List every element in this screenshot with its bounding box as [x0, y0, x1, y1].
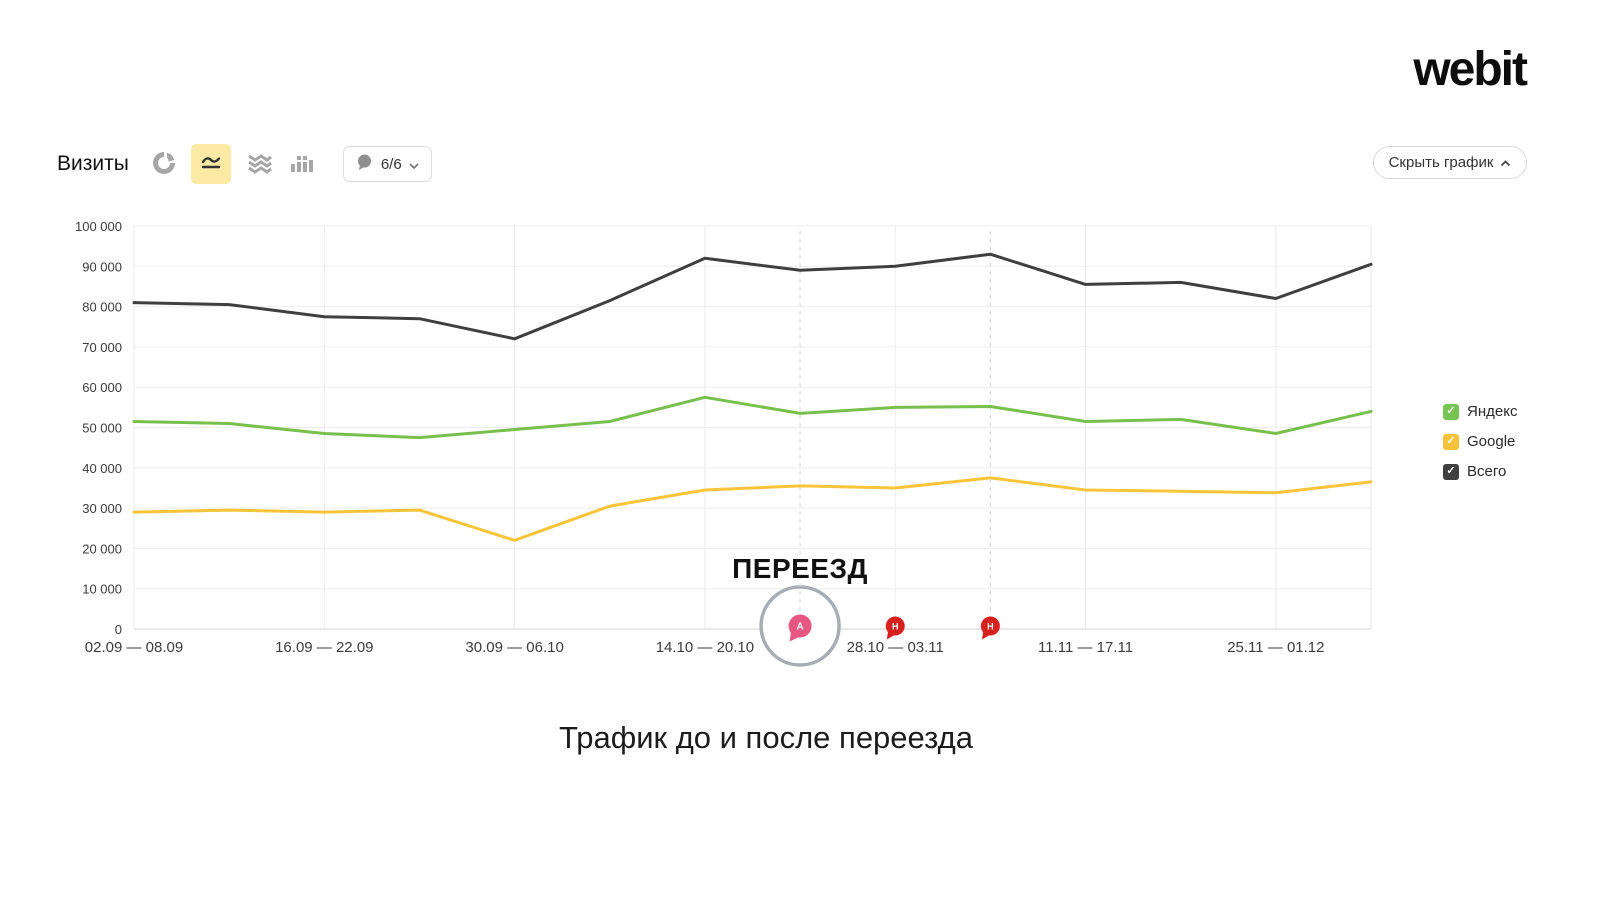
- pie-chart-type-button[interactable]: [152, 151, 175, 177]
- chart-toolbar: Визиты: [57, 144, 432, 184]
- column-chart-icon: [289, 152, 313, 177]
- annotation-marker-h-letter: Н: [987, 622, 994, 632]
- x-axis-label: 30.09 — 06.10: [465, 639, 563, 656]
- legend-label: Всего: [1467, 463, 1507, 480]
- x-axis-label: 14.10 — 20.10: [656, 639, 754, 656]
- checkbox-checked-icon[interactable]: [1443, 463, 1459, 480]
- legend-label: Яндекс: [1467, 403, 1518, 420]
- checkbox-checked-icon[interactable]: [1443, 433, 1459, 450]
- annotation-marker-h-letter: Н: [892, 622, 899, 632]
- line-chart-icon: [199, 151, 223, 178]
- y-axis-label: 60 000: [82, 380, 122, 395]
- x-axis-label: 02.09 — 08.09: [85, 639, 183, 656]
- x-axis-label: 16.09 — 22.09: [275, 639, 373, 656]
- legend-label: Google: [1467, 433, 1516, 450]
- annotations-dropdown-button[interactable]: 6/6: [342, 146, 432, 182]
- hide-chart-button[interactable]: Скрыть график: [1373, 146, 1527, 179]
- pie-chart-icon: [152, 151, 175, 177]
- area-chart-type-button[interactable]: [247, 153, 273, 175]
- checkbox-checked-icon[interactable]: [1443, 403, 1459, 420]
- y-axis-label: 20 000: [82, 541, 122, 556]
- y-axis-label: 90 000: [82, 259, 122, 274]
- annotations-count: 6/6: [380, 155, 402, 173]
- y-axis-label: 30 000: [82, 501, 122, 516]
- chevron-up-icon: [1500, 154, 1511, 171]
- area-chart-icon: [247, 152, 273, 177]
- metric-label: Визиты: [57, 152, 129, 175]
- y-axis-label: 10 000: [82, 582, 122, 597]
- series-line-1: [132, 476, 1373, 542]
- x-axis-label: 28.10 — 03.11: [847, 639, 944, 656]
- y-axis-label: 40 000: [82, 461, 122, 476]
- series-line-0: [132, 395, 1373, 440]
- comment-bubble-icon: [356, 153, 374, 175]
- legend-item-yandex[interactable]: Яндекс: [1443, 403, 1517, 420]
- hide-chart-label: Скрыть график: [1388, 154, 1494, 171]
- annotation-marker-a[interactable]: [788, 614, 812, 638]
- webit-logo: webit: [1413, 43, 1528, 96]
- x-axis-label: 11.11 — 17.11: [1038, 639, 1133, 656]
- legend-item-total[interactable]: Всего: [1443, 463, 1517, 480]
- series-line-2: [132, 252, 1373, 341]
- annotation-marker-h[interactable]: [980, 616, 1000, 636]
- y-axis-label: 70 000: [82, 340, 122, 355]
- page-title: Трафик до и после переезда: [559, 720, 973, 755]
- y-axis-label: 0: [115, 622, 122, 637]
- line-chart-type-button-selected[interactable]: [190, 144, 231, 184]
- annotation-marker-h[interactable]: [885, 616, 905, 636]
- relocation-annotation-text: ПЕРЕЕЗД: [732, 553, 868, 584]
- annotation-marker-a-letter: А: [796, 622, 803, 633]
- x-axis-label: 25.11 — 01.12: [1227, 639, 1324, 656]
- y-axis-label: 80 000: [82, 300, 122, 315]
- chevron-down-icon: [409, 156, 419, 173]
- y-axis-label: 50 000: [82, 421, 122, 436]
- chart-legend: Яндекс Google Всего: [1443, 403, 1517, 493]
- legend-item-google[interactable]: Google: [1443, 433, 1517, 450]
- y-axis-label: 100 000: [75, 219, 122, 234]
- column-chart-type-button[interactable]: [289, 153, 313, 175]
